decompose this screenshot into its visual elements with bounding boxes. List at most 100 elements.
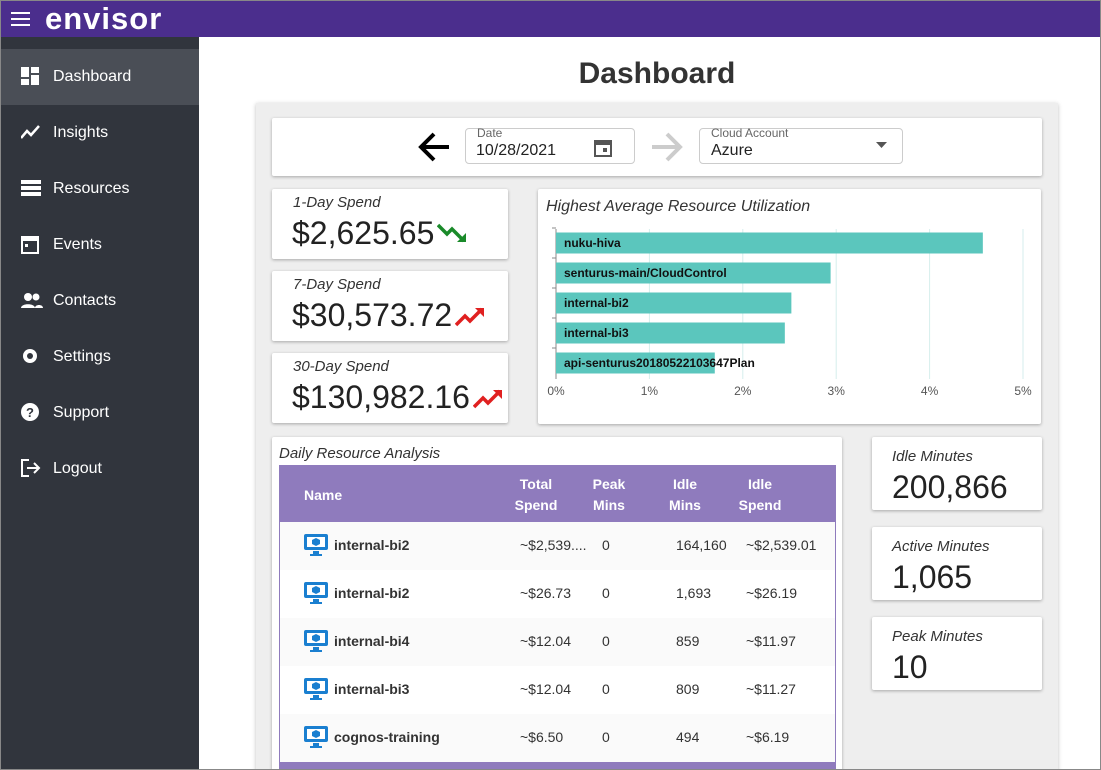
stat-label: Peak Minutes <box>892 628 983 645</box>
category-label: internal-bi2 <box>564 296 629 310</box>
nav-icon <box>21 125 40 139</box>
spend-label: 7-Day Spend <box>293 276 381 293</box>
table-row[interactable]: internal-bi2 ~$26.73 0 1,693 ~$26.19 <box>280 570 835 619</box>
x-tick-label: 2% <box>734 384 752 398</box>
table-row[interactable]: internal-bi3 ~$12.04 0 809 ~$11.27 <box>280 666 835 715</box>
nav-label: Resources <box>53 180 130 197</box>
table-cell: 809 <box>676 681 700 697</box>
table-cell: internal-bi3 <box>334 681 410 697</box>
column-header: Idle Spend <box>738 476 782 513</box>
account-label: Cloud Account <box>711 126 789 140</box>
spend-label: 30-Day Spend <box>293 358 389 375</box>
table-cell: internal-bi2 <box>334 585 410 601</box>
x-tick-label: 1% <box>641 384 659 398</box>
table-cell: 164,160 <box>676 537 727 553</box>
table-cell: internal-bi2 <box>334 537 410 553</box>
x-tick-label: 0% <box>547 384 565 398</box>
vm-icon <box>304 678 328 700</box>
table-cell: ~$11.27 <box>746 681 796 697</box>
table: Name Total Spend Peak Mins Idle Mins Idle Sp… <box>279 465 836 769</box>
nav-item[interactable]: Contacts <box>1 273 199 329</box>
spend-card: 7-Day Spend $30,573.72 <box>272 271 508 341</box>
stat-label: Active Minutes <box>892 538 990 555</box>
bar <box>556 352 715 374</box>
date-value: 10/28/2021 <box>476 142 557 159</box>
column-header: Peak Mins <box>592 476 626 513</box>
nav-label: Settings <box>53 348 111 365</box>
bar <box>556 322 785 344</box>
bar <box>556 292 792 314</box>
column-header: Total Spend <box>514 476 558 513</box>
nav-icon <box>21 180 41 196</box>
stat-value: 1,065 <box>892 559 973 595</box>
stat-value: 200,866 <box>892 469 1008 505</box>
dropdown-icon <box>876 142 887 148</box>
table-row[interactable]: internal-bi2 ~$2,539.... 0 164,160 ~$2,539.0… <box>280 522 835 571</box>
bar <box>556 262 831 284</box>
spend-value: $2,625.65 <box>292 215 435 251</box>
nav-icon <box>21 459 41 477</box>
table-row[interactable]: internal-bi4 ~$12.04 0 859 ~$11.97 <box>280 618 835 667</box>
filter-bar: Date 10/28/2021 Cloud Account Azure <box>272 118 1042 176</box>
bar <box>556 232 983 254</box>
nav-item[interactable]: Insights <box>1 105 199 161</box>
table-cell: 0 <box>602 633 610 649</box>
vm-icon <box>304 582 328 604</box>
table-header: Name Total Spend Peak Mins Idle Mins Idle Sp… <box>280 466 835 522</box>
nav-icon <box>23 349 37 363</box>
table-row[interactable]: cognos-training ~$6.50 0 494 ~$6.19 <box>280 714 835 763</box>
nav-item[interactable]: ? Support <box>1 385 199 441</box>
svg-text:?: ? <box>26 405 34 420</box>
page-title: Dashboard <box>578 57 736 90</box>
nav-item[interactable]: Events <box>1 217 199 273</box>
category-label: internal-bi3 <box>564 326 629 340</box>
logo: envisor <box>45 1 163 36</box>
column-header: Name <box>304 487 343 503</box>
nav-icon <box>21 67 39 85</box>
table-cell: ~$2,539.... <box>520 537 587 553</box>
category-label: senturus-main/CloudControl <box>564 266 727 280</box>
nav-label: Support <box>53 404 110 421</box>
utilization-chart-card: Highest Average Resource Utilization 0% 1… <box>538 189 1041 424</box>
nav-item[interactable]: Logout <box>1 441 199 497</box>
table-cell: 0 <box>602 729 610 745</box>
vm-icon <box>304 630 328 652</box>
top-bar: envisor <box>1 1 1100 37</box>
account-select[interactable]: Cloud Account Azure <box>699 126 903 164</box>
nav-item[interactable]: Dashboard <box>1 49 199 105</box>
spend-value: $130,982.16 <box>292 379 470 415</box>
date-field[interactable]: Date 10/28/2021 <box>465 126 635 164</box>
table-footer <box>280 762 835 769</box>
spend-card: 1-Day Spend $2,625.65 <box>272 189 508 259</box>
nav-label: Contacts <box>53 292 117 309</box>
spend-label: 1-Day Spend <box>293 194 381 211</box>
trend-icon <box>455 307 484 327</box>
next-date-button[interactable] <box>650 131 684 163</box>
table-cell: 0 <box>602 681 610 697</box>
category-label: nuku-hiva <box>564 236 621 250</box>
calendar-icon[interactable] <box>594 138 612 158</box>
nav-item[interactable]: Settings <box>1 329 199 385</box>
nav-item[interactable]: Resources <box>1 161 199 217</box>
stat-card: Peak Minutes 10 <box>872 617 1042 690</box>
nav-label: Logout <box>53 460 102 477</box>
stat-label: Idle Minutes <box>892 448 973 465</box>
sidebar: Dashboard Insights Resources Events Contacts… <box>1 37 199 769</box>
table-cell: ~$12.04 <box>520 633 571 649</box>
table-cell: ~$6.19 <box>746 729 790 745</box>
table-cell: ~$2,539.01 <box>746 537 817 553</box>
table-cell: 494 <box>676 729 700 745</box>
spend-card: 30-Day Spend $130,982.16 <box>272 353 508 423</box>
nav-label: Events <box>53 236 102 253</box>
table-cell: 0 <box>602 585 610 601</box>
stat-card: Idle Minutes 200,866 <box>872 437 1042 510</box>
table-cell: ~$26.73 <box>520 585 571 601</box>
prev-date-button[interactable] <box>417 131 451 163</box>
nav-icon <box>21 293 43 308</box>
table-cell: 859 <box>676 633 700 649</box>
table-cell: ~$26.19 <box>746 585 797 601</box>
stat-card: Active Minutes 1,065 <box>872 527 1042 600</box>
menu-icon[interactable] <box>11 12 30 26</box>
trend-icon <box>437 223 466 243</box>
